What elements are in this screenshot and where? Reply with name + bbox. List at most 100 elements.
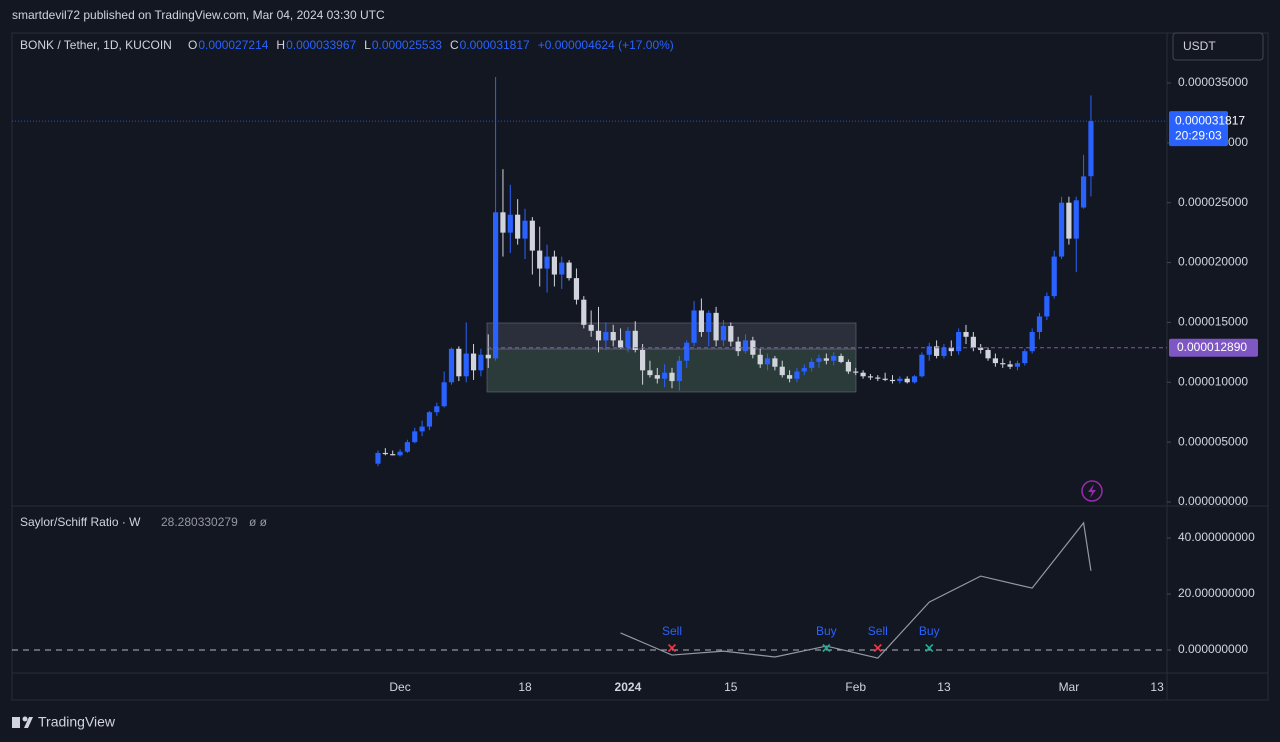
candle-body <box>787 375 793 379</box>
frame <box>11 32 1269 701</box>
candle-body <box>610 332 616 341</box>
candle-body <box>419 426 425 432</box>
signal-label: Sell <box>868 624 888 638</box>
candle-body <box>1066 202 1072 239</box>
candle-body <box>860 372 866 377</box>
x-tick-label: 15 <box>724 680 738 694</box>
candle-body <box>603 332 609 341</box>
legend-change: +0.000004624 (+17.00%) <box>538 38 674 52</box>
zone-upper <box>486 322 857 350</box>
legend-value: 0.000027214 <box>198 38 268 52</box>
candle-body <box>537 250 543 269</box>
symbol-title: BONK / Tether, 1D, KUCOIN <box>20 38 172 52</box>
last-price-box <box>1169 111 1228 147</box>
candle-body <box>573 278 580 300</box>
candle-body <box>823 358 829 361</box>
candle-body <box>1036 316 1043 333</box>
candle-body <box>992 358 998 364</box>
candle-body <box>456 348 462 377</box>
candle-body <box>757 354 763 365</box>
legend-key: C <box>450 38 459 52</box>
legend-key: H <box>276 38 285 52</box>
candle-body <box>617 340 624 348</box>
candle-body <box>904 378 910 383</box>
candle-body <box>735 341 741 352</box>
indicator-extra: ø ø <box>249 515 268 529</box>
candle-body <box>640 349 646 371</box>
y-tick-label: 0.000025000 <box>1178 195 1248 209</box>
candle-body <box>390 454 396 456</box>
candle-body <box>478 354 484 371</box>
candle-body <box>470 353 477 371</box>
candle-body <box>779 366 785 376</box>
candle-body <box>970 336 976 348</box>
ratio-line <box>620 521 1092 659</box>
candle-body <box>911 376 918 383</box>
candle-body <box>941 347 947 356</box>
candle-body <box>1081 176 1087 208</box>
candle-body <box>882 378 888 380</box>
currency-button[interactable] <box>1172 32 1264 61</box>
candle-body <box>1051 256 1057 297</box>
signal-marker <box>667 643 677 653</box>
candle-body <box>404 442 410 452</box>
countdown: 20:29:03 <box>1175 128 1222 142</box>
candle-body <box>875 377 881 379</box>
candle-body <box>522 220 528 239</box>
candle-body <box>948 347 954 352</box>
candle-body <box>412 431 418 443</box>
indicator-title: Saylor/Schiff Ratio · W <box>20 515 141 529</box>
candle-body <box>698 310 704 333</box>
level-label: 0.000012890 <box>1177 340 1247 354</box>
currency[interactable]: USDT <box>1183 39 1216 53</box>
candle-body <box>926 346 932 355</box>
candle-body <box>1044 296 1050 317</box>
candle-body <box>706 312 712 333</box>
candle-body <box>566 262 572 279</box>
y-tick-label: 0.000000000 <box>1178 494 1248 508</box>
candle-body <box>507 214 513 233</box>
candle-body <box>544 256 550 269</box>
candle-body <box>963 332 969 337</box>
ohlc-legend: O 0.000027214 H 0.000033967 L 0.000025533 C 0.0… <box>188 38 674 52</box>
candle-body <box>838 355 844 362</box>
candle-body <box>647 370 653 376</box>
logo <box>12 716 33 728</box>
candle-body <box>684 342 690 361</box>
candle-body <box>500 212 506 233</box>
candle-body <box>625 330 631 348</box>
candle-body <box>1000 363 1006 365</box>
y-tick-label: 40.000000000 <box>1178 530 1255 544</box>
candle-body <box>750 340 756 355</box>
candle-body <box>728 326 734 342</box>
legend-key: O <box>188 38 197 52</box>
candle-body <box>1029 332 1035 352</box>
legend-value: 0.000033967 <box>286 38 356 52</box>
candle-body <box>713 312 719 341</box>
candle-body <box>853 371 859 373</box>
candle-body <box>1088 121 1094 177</box>
candle-body <box>493 212 499 359</box>
legend-value: 0.000025533 <box>372 38 442 52</box>
y-tick-label: 0.000010000 <box>1178 374 1248 388</box>
y-tick-label: 20.000000000 <box>1178 586 1255 600</box>
x-tick-label: 13 <box>1150 680 1164 694</box>
candle-body <box>662 372 668 379</box>
candle-body <box>426 412 433 427</box>
last-price-label: 0.000031817 <box>1175 113 1245 127</box>
y-tick-label: 0.000005000 <box>1178 434 1248 448</box>
candle-body <box>956 332 962 352</box>
candle-body <box>441 382 447 407</box>
candle-body <box>845 361 851 372</box>
candle-body <box>978 347 984 350</box>
candle-body <box>691 310 697 343</box>
candle-body <box>485 354 491 359</box>
alert-icon[interactable] <box>1081 480 1103 502</box>
candle-body <box>434 406 440 413</box>
candle-body <box>794 371 800 379</box>
candle-body <box>897 378 903 382</box>
candle-body <box>1007 364 1013 367</box>
y-tick-label: 0.000000000 <box>1178 642 1248 656</box>
candle-body <box>764 358 771 365</box>
